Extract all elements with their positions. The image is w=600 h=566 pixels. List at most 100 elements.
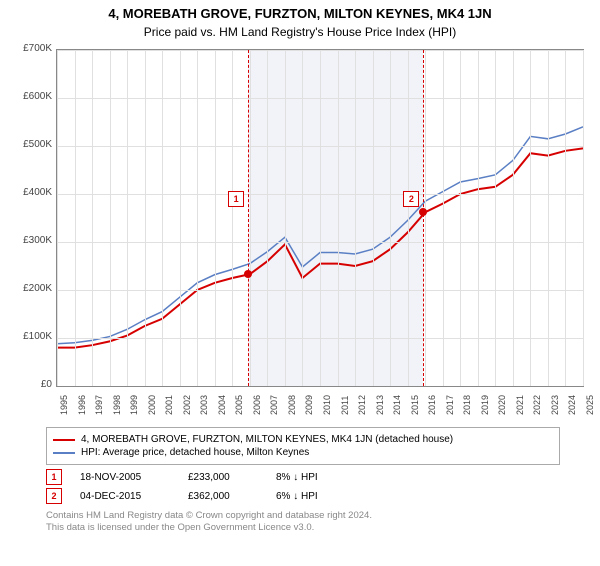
vgridline <box>232 50 233 386</box>
vgridline <box>338 50 339 386</box>
vgridline <box>197 50 198 386</box>
vgridline <box>548 50 549 386</box>
marker-box: 2 <box>403 191 419 207</box>
x-axis-label: 2011 <box>340 396 350 415</box>
transaction-row: 2 04-DEC-2015 £362,000 6% ↓ HPI <box>46 488 560 504</box>
legend-item: HPI: Average price, detached house, Milt… <box>53 447 553 458</box>
transaction-date: 18-NOV-2005 <box>80 472 170 483</box>
vgridline <box>145 50 146 386</box>
vgridline <box>302 50 303 386</box>
vgridline <box>92 50 93 386</box>
legend-label: HPI: Average price, detached house, Milt… <box>81 447 309 458</box>
x-axis-label: 2019 <box>480 395 490 415</box>
vgridline <box>180 50 181 386</box>
y-axis-label: £700K <box>12 43 52 54</box>
vgridline <box>373 50 374 386</box>
vgridline <box>57 50 58 386</box>
vgridline <box>478 50 479 386</box>
marker-dot <box>419 208 427 216</box>
x-axis-label: 2016 <box>427 395 437 415</box>
x-axis-label: 2001 <box>164 395 174 415</box>
page-title: 4, MOREBATH GROVE, FURZTON, MILTON KEYNE… <box>0 6 600 21</box>
footer-line-1: Contains HM Land Registry data © Crown c… <box>46 510 560 522</box>
transaction-date: 04-DEC-2015 <box>80 491 170 502</box>
legend-label: 4, MOREBATH GROVE, FURZTON, MILTON KEYNE… <box>81 434 453 445</box>
legend-item: 4, MOREBATH GROVE, FURZTON, MILTON KEYNE… <box>53 434 553 445</box>
y-axis-label: £0 <box>12 379 52 390</box>
vgridline <box>565 50 566 386</box>
vgridline <box>250 50 251 386</box>
vgridline <box>162 50 163 386</box>
vgridline <box>443 50 444 386</box>
plot-area: 12 <box>56 49 584 387</box>
legend-swatch <box>53 439 75 441</box>
vgridline <box>110 50 111 386</box>
x-axis-label: 2005 <box>234 395 244 415</box>
x-axis-label: 2022 <box>532 395 542 415</box>
x-axis-label: 2004 <box>217 395 227 415</box>
x-axis-label: 2025 <box>585 395 595 415</box>
page-subtitle: Price paid vs. HM Land Registry's House … <box>0 25 600 39</box>
marker-box: 1 <box>228 191 244 207</box>
y-axis-label: £500K <box>12 139 52 150</box>
x-axis-label: 2002 <box>182 395 192 415</box>
transaction-marker-box: 1 <box>46 469 62 485</box>
x-axis-label: 2023 <box>550 395 560 415</box>
x-axis-label: 2017 <box>445 395 455 415</box>
vgridline <box>513 50 514 386</box>
x-axis-label: 2008 <box>287 395 297 415</box>
x-axis-label: 1996 <box>77 395 87 415</box>
transactions-table: 1 18-NOV-2005 £233,000 8% ↓ HPI 2 04-DEC-2015… <box>46 469 560 504</box>
x-axis-label: 2018 <box>462 395 472 415</box>
footer: Contains HM Land Registry data © Crown c… <box>46 510 560 535</box>
vgridline <box>215 50 216 386</box>
vgridline <box>425 50 426 386</box>
y-axis-label: £200K <box>12 283 52 294</box>
transaction-price: £233,000 <box>188 472 258 483</box>
footer-line-2: This data is licensed under the Open Gov… <box>46 522 560 534</box>
marker-vline <box>248 50 249 386</box>
vgridline <box>285 50 286 386</box>
x-axis-label: 2013 <box>375 395 385 415</box>
vgridline <box>495 50 496 386</box>
y-axis-label: £400K <box>12 187 52 198</box>
x-axis-label: 2020 <box>497 395 507 415</box>
x-axis-label: 2010 <box>322 395 332 415</box>
x-axis-label: 2021 <box>515 395 525 415</box>
vgridline <box>320 50 321 386</box>
transaction-pct: 8% ↓ HPI <box>276 472 346 483</box>
vgridline <box>75 50 76 386</box>
x-axis-label: 2007 <box>269 395 279 415</box>
x-axis-label: 2014 <box>392 395 402 415</box>
x-axis-label: 2003 <box>199 395 209 415</box>
vgridline <box>583 50 584 386</box>
x-axis-label: 2000 <box>147 395 157 415</box>
vgridline <box>127 50 128 386</box>
x-axis-label: 1997 <box>94 395 104 415</box>
vgridline <box>390 50 391 386</box>
x-axis-label: 1998 <box>112 395 122 415</box>
transaction-pct: 6% ↓ HPI <box>276 491 346 502</box>
x-axis-label: 2015 <box>410 395 420 415</box>
y-axis-label: £100K <box>12 331 52 342</box>
x-axis-label: 1999 <box>129 395 139 415</box>
x-axis-label: 2024 <box>567 395 577 415</box>
x-axis-label: 2006 <box>252 395 262 415</box>
vgridline <box>530 50 531 386</box>
chart-container: 12 £0£100K£200K£300K£400K£500K£600K£700K… <box>10 43 590 423</box>
vgridline <box>408 50 409 386</box>
legend-swatch <box>53 452 75 454</box>
marker-dot <box>244 270 252 278</box>
y-axis-label: £300K <box>12 235 52 246</box>
vgridline <box>355 50 356 386</box>
transaction-marker-box: 2 <box>46 488 62 504</box>
marker-vline <box>423 50 424 386</box>
y-axis-label: £600K <box>12 91 52 102</box>
transaction-price: £362,000 <box>188 491 258 502</box>
vgridline <box>267 50 268 386</box>
legend: 4, MOREBATH GROVE, FURZTON, MILTON KEYNE… <box>46 427 560 465</box>
x-axis-label: 2009 <box>304 395 314 415</box>
transaction-row: 1 18-NOV-2005 £233,000 8% ↓ HPI <box>46 469 560 485</box>
x-axis-label: 1995 <box>59 395 69 415</box>
x-axis-label: 2012 <box>357 395 367 415</box>
